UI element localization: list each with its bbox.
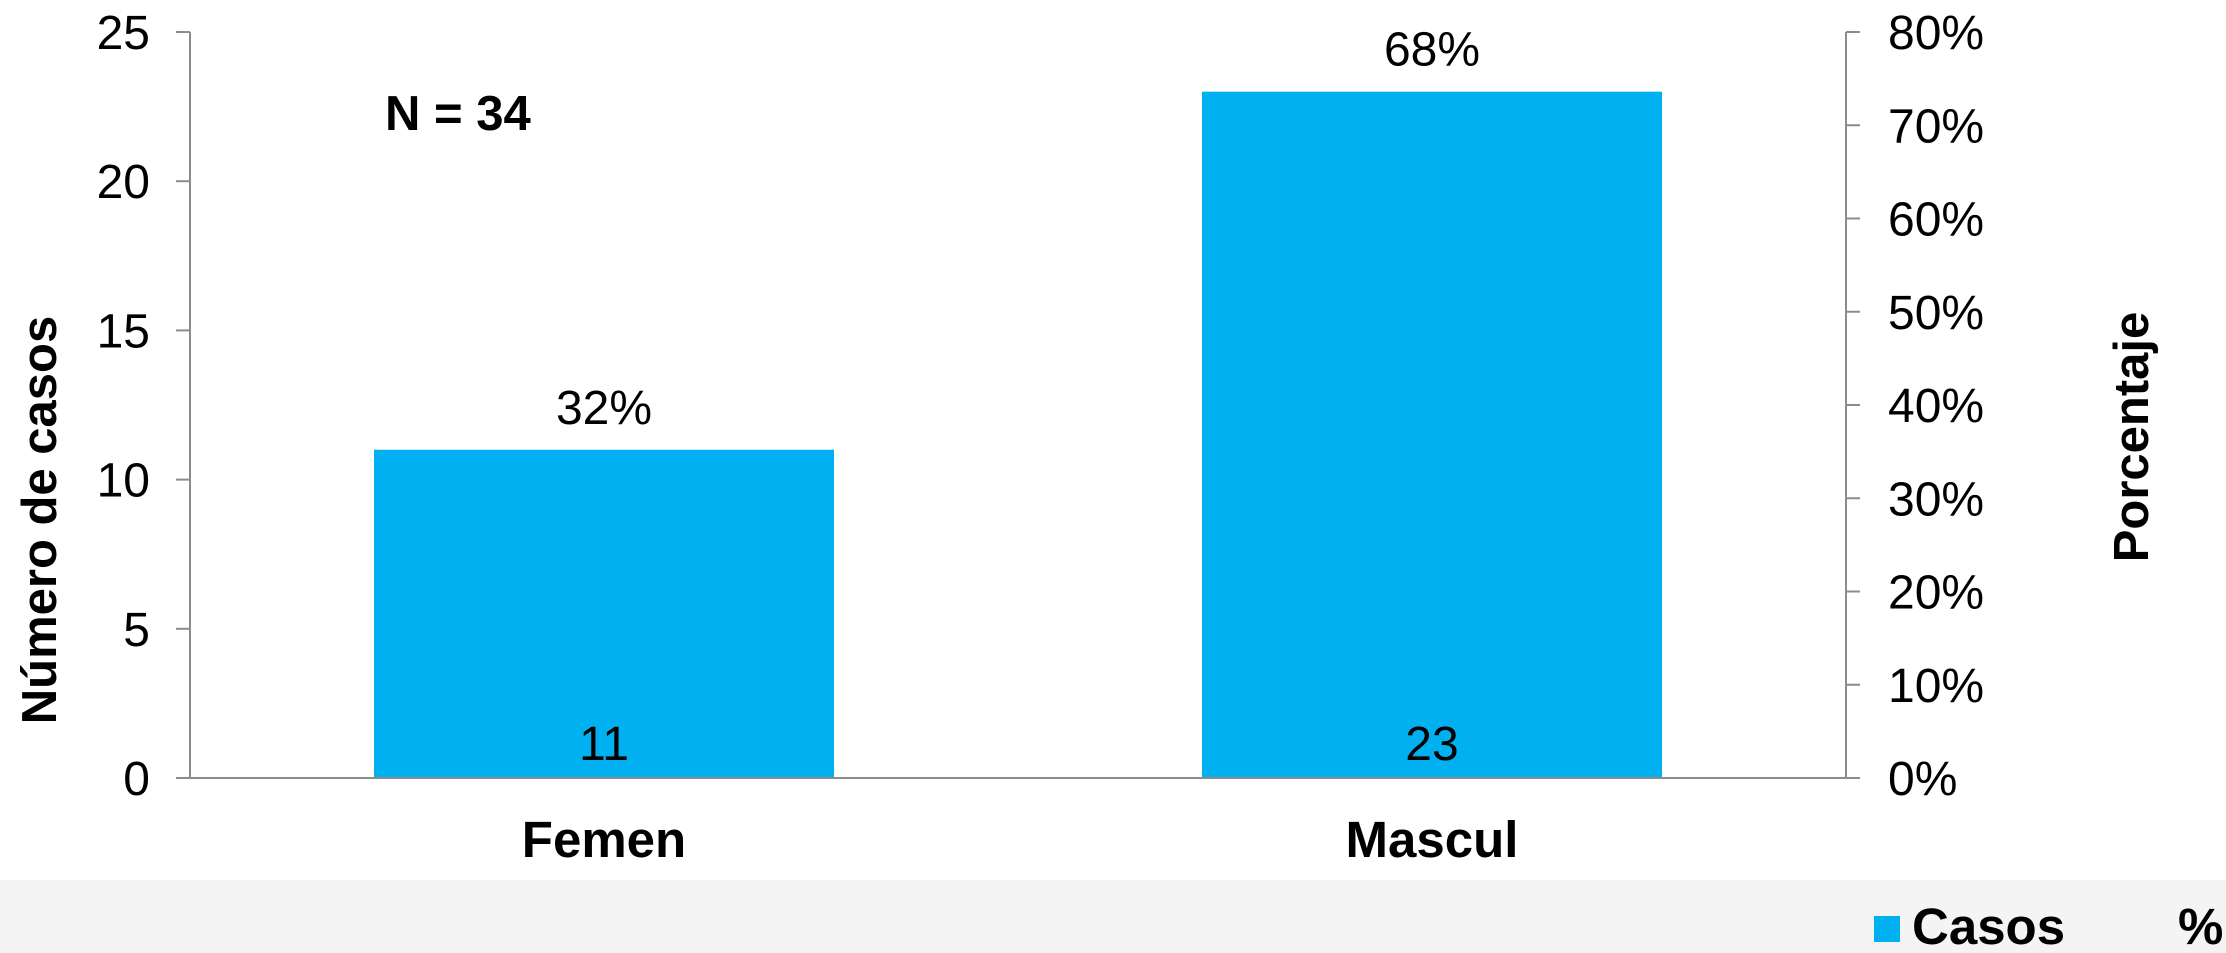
- left-axis-title: Número de casos: [13, 316, 67, 725]
- left-axis-ticks: 0 5 10 15 20 25: [97, 7, 190, 806]
- right-tick-label: 50%: [1888, 287, 1984, 340]
- legend-swatch-casos: [1874, 916, 1900, 942]
- left-tick-label: 15: [97, 305, 150, 358]
- bars-group: 11 32% 23 68%: [374, 24, 1662, 779]
- category-labels: Femen Mascul: [522, 811, 1519, 868]
- left-tick-label: 25: [97, 7, 150, 60]
- category-label: Femen: [522, 811, 686, 868]
- bar-percent-label: 68%: [1384, 24, 1480, 77]
- right-axis-title: Porcentaje: [2105, 312, 2159, 563]
- bar-mascul: [1202, 91, 1662, 779]
- right-tick-label: 30%: [1888, 473, 1984, 526]
- left-tick-label: 20: [97, 156, 150, 209]
- left-tick-label: 5: [123, 604, 150, 657]
- sample-size-annotation: N = 34: [385, 87, 531, 141]
- legend-label-casos: Casos: [1912, 898, 2065, 953]
- bar-value-label: 23: [1405, 718, 1458, 771]
- right-tick-label: 70%: [1888, 100, 1984, 153]
- right-axis-ticks: 0% 10% 20% 30% 40% 50% 60% 70% 80%: [1846, 7, 1984, 806]
- right-tick-label: 40%: [1888, 380, 1984, 433]
- right-tick-label: 60%: [1888, 194, 1984, 247]
- left-tick-label: 10: [97, 455, 150, 508]
- legend-label-percent: %: [2178, 898, 2223, 953]
- category-label: Mascul: [1346, 811, 1519, 868]
- right-tick-label: 0%: [1888, 753, 1957, 806]
- bar-percent-label: 32%: [556, 382, 652, 435]
- right-tick-label: 10%: [1888, 660, 1984, 713]
- bar-value-label: 11: [579, 718, 629, 771]
- legend: Casos %: [1874, 898, 2223, 953]
- right-tick-label: 80%: [1888, 7, 1984, 60]
- legend-strip: [0, 880, 2226, 953]
- bar-femen: [374, 449, 834, 778]
- right-tick-label: 20%: [1888, 567, 1984, 620]
- left-tick-label: 0: [123, 753, 150, 806]
